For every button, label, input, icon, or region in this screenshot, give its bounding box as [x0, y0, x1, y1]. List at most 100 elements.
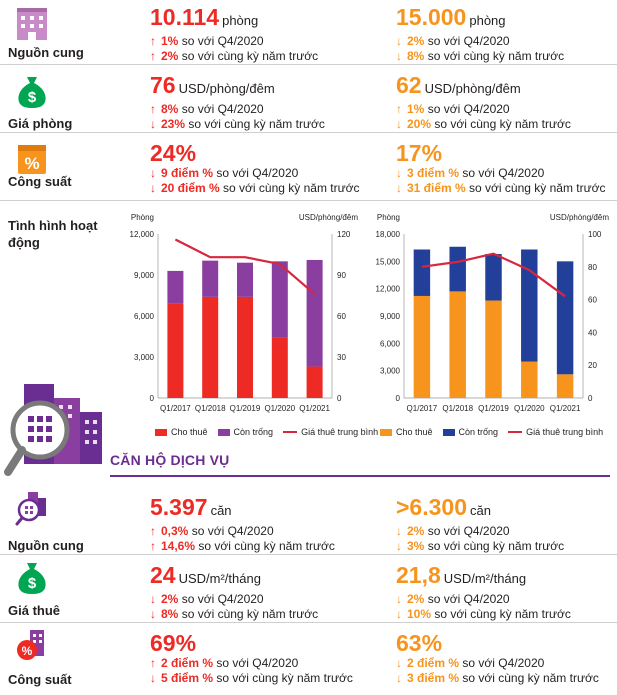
change-line: ↓ 2% so với Q4/2020 [396, 592, 510, 606]
change-line: ↓ 2 điểm % so với Q4/2020 [396, 656, 545, 670]
x-tick-label: Q1/2021 [550, 404, 581, 413]
y-tick-label: 18,000 [376, 230, 401, 239]
bar-vacant [202, 260, 219, 297]
serviced-rent-left: 24 USD/m²/tháng ↓ 2% so với Q4/2020 ↓ 8% so… [150, 562, 318, 622]
bar-occupied [271, 337, 288, 398]
y-tick-label: 0 [396, 394, 401, 403]
serviced-supply-left-unit: căn [210, 503, 232, 518]
change-line: ↑ 0,3% so với Q4/2020 [150, 524, 274, 538]
y-tick-label: 6,000 [380, 339, 401, 348]
y2-tick-label: 0 [588, 394, 593, 403]
bar-occupied [236, 296, 254, 398]
legend-label: Giá thuê trung bình [526, 427, 604, 437]
x-tick-label: Q1/2018 [195, 404, 226, 413]
percent-tag-icon: % [14, 142, 50, 178]
y-axis-title-right: USD/phòng/đêm [550, 213, 609, 222]
bar-vacant [236, 262, 254, 297]
svg-text:$: $ [28, 575, 37, 592]
x-tick-label: Q1/2021 [299, 404, 330, 413]
y2-tick-label: 60 [588, 296, 597, 305]
y-tick-label: 0 [150, 394, 155, 403]
legend-left: Cho thuê Còn trống Giá thuê trung bình [155, 427, 378, 437]
change-line: ↓ 8% so với cùng kỳ năm trước [396, 49, 565, 63]
serviced-apartment-title: CĂN HỘ DỊCH VỤ [110, 452, 230, 468]
bar-vacant [413, 249, 431, 296]
hotel-price-left-unit: USD/phòng/đêm [178, 81, 275, 96]
serviced-supply-row: Nguồn cung 5.397 căn ↑ 0,3% so với Q4/2020… [0, 490, 617, 555]
y-axis-title-left: Phòng [377, 213, 400, 222]
change-line: ↑ 2% so với cùng kỳ năm trước [150, 49, 319, 63]
serviced-supply-right: >6.300 căn ↓ 2% so với Q4/2020 ↓ 3% so với … [396, 494, 564, 554]
y-tick-label: 6,000 [134, 312, 155, 321]
chart-hotel-left: Phòng USD/phòng/đêm 0 3,000 6,000 9,000 12,000… [130, 213, 359, 413]
bar-vacant [521, 249, 538, 362]
bar-occupied [485, 300, 502, 398]
y2-tick-label: 100 [588, 230, 602, 239]
hotel-occupancy-right: 17% ↓ 3 điểm % so với Q4/2020 ↓ 31 điểm % … [396, 140, 606, 196]
change-line: ↓ 5 điểm % so với cùng kỳ năm trước [150, 671, 353, 685]
serviced-supply-right-unit: căn [470, 503, 491, 518]
hotel-occupancy-label: Công suất [8, 174, 72, 189]
x-tick-label: Q1/2017 [407, 404, 438, 413]
bar-occupied [167, 303, 184, 398]
bar-occupied [521, 361, 538, 398]
change-line: ↓ 2% so với Q4/2020 [150, 592, 264, 606]
serviced-rent-left-unit: USD/m²/tháng [178, 571, 261, 586]
y-tick-label: 15,000 [376, 257, 401, 266]
serviced-supply-label: Nguồn cung [8, 538, 84, 553]
legend-label: Cho thuê [171, 427, 208, 437]
change-line: ↑ 2 điểm % so với Q4/2020 [150, 656, 299, 670]
y-tick-label: 12,000 [376, 285, 401, 294]
serviced-supply-left-value: 5.397 [150, 494, 208, 520]
x-tick-label: Q1/2018 [442, 404, 473, 413]
x-tick-label: Q1/2020 [264, 404, 295, 413]
serviced-occupancy-right: 63% ↓ 2 điểm % so với Q4/2020 ↓ 3 điểm % s… [396, 630, 599, 686]
hotel-occupancy-left: 24% ↓ 9 điểm % so với Q4/2020 ↓ 20 điểm % … [150, 140, 360, 196]
hotel-supply-right-value: 15.000 [396, 4, 467, 30]
hotel-supply-left-unit: phòng [222, 13, 259, 28]
hotel-building-icon [14, 6, 50, 42]
hotel-supply-right: 15.000 phòng ↓ 2% so với Q4/2020 ↓ 8% so vớ… [396, 4, 564, 64]
bar-vacant [449, 246, 466, 292]
svg-text:$: $ [28, 89, 37, 106]
change-line: ↑ 1% so với Q4/2020 [396, 102, 510, 116]
serviced-rent-row: $ Giá thuê 24 USD/m²/tháng ↓ 2% so với Q4/… [0, 558, 617, 623]
change-line: ↑ 1% so với Q4/2020 [150, 34, 264, 48]
change-line: ↓ 3 điểm % so với cùng kỳ năm trước [396, 671, 599, 685]
y-tick-label: 12,000 [130, 230, 155, 239]
change-line: ↓ 23% so với cùng kỳ năm trước [150, 117, 325, 131]
y-axis-title-right: USD/phòng/đêm [299, 213, 358, 222]
hotel-price-right-unit: USD/phòng/đêm [424, 81, 521, 96]
y2-tick-label: 20 [588, 361, 597, 370]
x-tick-label: Q1/2019 [478, 404, 509, 413]
y-tick-label: 9,000 [134, 271, 155, 280]
hotel-supply-left-value: 10.114 [150, 4, 220, 30]
hotel-price-left-value: 76 [150, 72, 176, 98]
building-magnifier-icon [14, 490, 50, 526]
hotel-occupancy-right-value: 17% [396, 140, 443, 166]
legend-label: Còn trống [458, 427, 499, 437]
hotel-supply-row: Nguồn cung 10.114 phòng ↑ 1% so với Q4/202… [0, 0, 617, 65]
bar-occupied [413, 295, 431, 398]
x-tick-label: Q1/2017 [160, 404, 191, 413]
y-tick-label: 3,000 [380, 367, 401, 376]
change-line: ↓ 8% so với cùng kỳ năm trước [150, 607, 319, 621]
performance-title: Tình hình hoạt động [8, 218, 98, 250]
hotel-price-left: 76 USD/phòng/đêm ↑ 8% so với Q4/2020 ↓ 23% … [150, 72, 325, 132]
change-line: ↓ 2% so với Q4/2020 [396, 524, 510, 538]
hotel-occupancy-left-value: 24% [150, 140, 197, 166]
y2-tick-label: 0 [337, 394, 342, 403]
serviced-rent-right-unit: USD/m²/tháng [443, 571, 527, 586]
y2-tick-label: 80 [588, 263, 597, 272]
x-tick-label: Q1/2020 [514, 404, 545, 413]
bar-vacant [485, 254, 502, 301]
bar-occupied [306, 366, 323, 398]
hotel-supply-right-unit: phòng [469, 13, 506, 28]
y2-tick-label: 60 [337, 312, 346, 321]
hotel-supply-label: Nguồn cung [8, 45, 84, 60]
serviced-supply-right-value: >6.300 [396, 494, 467, 520]
serviced-occupancy-row: % Công suất 69% ↑ 2 điểm % so với Q4/2020… [0, 626, 617, 695]
buildings-magnifier-icon [2, 380, 110, 485]
serviced-rent-right: 21,8 USD/m²/tháng ↓ 2% so với Q4/2020 ↓ 10%… [396, 562, 571, 622]
legend-swatch [283, 431, 298, 433]
